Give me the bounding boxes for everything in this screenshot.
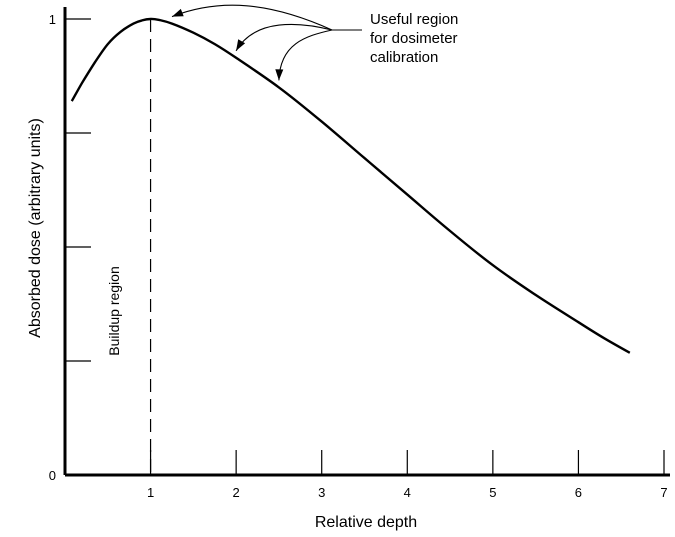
annotations: Useful region for dosimeter calibration xyxy=(171,4,458,81)
axes: 1 2 3 4 5 6 7 0 1 xyxy=(49,7,670,500)
useful-region-label-line: for dosimeter xyxy=(370,30,458,47)
calibration-pointer-arrow xyxy=(278,29,333,81)
depth-dose-curve xyxy=(70,17,631,354)
x-axis-title: Relative depth xyxy=(315,514,417,531)
series-layer xyxy=(70,17,631,354)
calibration-pointer-arrow xyxy=(171,4,333,31)
x-tick-label: 4 xyxy=(404,485,411,500)
useful-region-label-line: calibration xyxy=(370,49,438,66)
x-tick-label: 2 xyxy=(233,485,240,500)
calibration-arrowhead xyxy=(236,39,246,51)
y-axis-title: Absorbed dose (arbitrary units) xyxy=(27,118,44,338)
x-tick-label: 3 xyxy=(318,485,325,500)
buildup-region-label: Buildup region xyxy=(106,266,122,356)
x-tick-label: 6 xyxy=(575,485,582,500)
x-tick-label: 7 xyxy=(660,485,667,500)
x-tick-label: 1 xyxy=(147,485,154,500)
calibration-arrowhead xyxy=(172,8,184,17)
y-tick-label: 0 xyxy=(49,468,56,483)
calibration-arrowhead xyxy=(275,69,284,81)
useful-region-label-line: Useful region xyxy=(370,11,458,28)
calibration-pointer-arrow xyxy=(235,23,333,52)
x-tick-label: 5 xyxy=(489,485,496,500)
y-tick-label: 1 xyxy=(49,12,56,27)
